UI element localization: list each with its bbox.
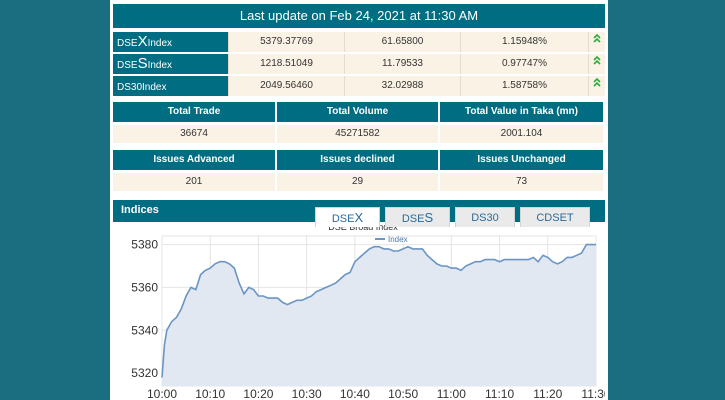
trade-stats: Total Trade Total Volume Total Value in … xyxy=(113,102,605,143)
y-tick-label: 5360 xyxy=(131,280,158,294)
tab-prefix: CDSET xyxy=(536,212,574,224)
issues-declined-header: Issues declined xyxy=(277,150,440,170)
index-prefix: DSE xyxy=(117,60,138,71)
index-name[interactable]: DSE X Index xyxy=(113,32,228,52)
index-prefix-big: X xyxy=(137,33,148,50)
index-value: 1218.51049 xyxy=(228,54,344,74)
x-tick-label: 10:50 xyxy=(388,387,418,400)
x-tick-label: 11:00 xyxy=(437,387,466,400)
index-name[interactable]: DSE S Index xyxy=(113,54,228,74)
index-percent: 0.97747% xyxy=(460,54,588,74)
issues-advanced-value: 201 xyxy=(113,173,277,191)
total-value-header: Total Value in Taka (mn) xyxy=(440,102,605,122)
index-percent: 1.58758% xyxy=(460,76,588,96)
total-trade-value: 36674 xyxy=(113,125,277,143)
total-volume-header: Total Volume xyxy=(277,102,440,122)
tab-prefix: DSE xyxy=(401,213,425,225)
index-suffix: Index xyxy=(147,60,173,71)
indices-chart-panel: Indices 5320 5340 5360 5380 10:00 10:10 10:20… xyxy=(113,200,611,400)
index-table: DSE X Index 5379.37769 61.65800 1.15948% … xyxy=(113,32,605,98)
index-prefix: DS30 xyxy=(117,82,143,93)
x-tick-label: 10:30 xyxy=(292,387,322,400)
x-tick-label: 10:20 xyxy=(243,387,273,400)
index-value: 5379.37769 xyxy=(228,32,344,52)
index-row-ds30[interactable]: DS30 Index 2049.56460 32.02988 1.58758% xyxy=(113,76,605,96)
x-tick-label: 10:00 xyxy=(147,387,177,400)
x-tick-label: 10:40 xyxy=(340,387,370,400)
tab-dses[interactable]: DSES xyxy=(385,207,450,227)
tab-cdset[interactable]: CDSET xyxy=(520,207,590,227)
index-change: 61.65800 xyxy=(344,32,460,52)
index-name[interactable]: DS30 Index xyxy=(113,76,228,96)
x-tick-label: 11:20 xyxy=(533,387,562,400)
index-row-dses[interactable]: DSE S Index 1218.51049 11.79533 0.97747% xyxy=(113,54,605,74)
double-chevron-up-icon xyxy=(588,76,605,96)
tab-prefix: DS30 xyxy=(471,212,499,224)
index-suffix: Index xyxy=(147,38,173,49)
y-tick-label: 5340 xyxy=(131,323,158,337)
series-line xyxy=(161,243,596,378)
last-update-header: Last update on Feb 24, 2021 at 11:30 AM xyxy=(113,4,605,28)
tab-dsex[interactable]: DSEX xyxy=(315,207,380,227)
legend-label: Index xyxy=(388,235,408,244)
chart-panel-title: Indices xyxy=(121,204,159,216)
tab-prefix-big: X xyxy=(354,210,364,225)
total-volume-value: 45271582 xyxy=(277,125,440,143)
y-axis-ticks: 5320 5340 5360 5380 xyxy=(131,238,158,381)
market-summary-panel: Last update on Feb 24, 2021 at 11:30 AM … xyxy=(110,0,611,400)
index-value: 2049.56460 xyxy=(228,76,344,96)
double-chevron-up-icon xyxy=(588,32,605,52)
issue-stats: Issues Advanced Issues declined Issues U… xyxy=(113,150,605,191)
chart-area: 5320 5340 5360 5380 10:00 10:10 10:20 10:30 10:… xyxy=(113,222,611,400)
series-area-fill xyxy=(162,244,596,386)
tab-ds30[interactable]: DS30 xyxy=(455,207,515,227)
x-tick-label: 10:10 xyxy=(195,387,225,400)
index-prefix-big: S xyxy=(137,55,148,72)
issues-unchanged-header: Issues Unchanged xyxy=(440,150,605,170)
double-chevron-up-icon xyxy=(588,54,605,74)
index-prefix: DSE xyxy=(117,38,138,49)
issues-declined-value: 29 xyxy=(277,173,440,191)
y-tick-label: 5380 xyxy=(131,238,158,252)
tab-prefix: DSE xyxy=(331,213,355,225)
x-tick-label: 11:30 xyxy=(581,387,605,400)
index-change: 32.02988 xyxy=(344,76,460,96)
total-value-value: 2001.104 xyxy=(440,125,605,143)
index-change: 11.79533 xyxy=(344,54,460,74)
index-suffix: Index xyxy=(142,82,167,93)
issues-unchanged-value: 73 xyxy=(440,173,605,191)
index-percent: 1.15948% xyxy=(460,32,588,52)
tab-prefix-big: S xyxy=(424,210,434,225)
total-trade-header: Total Trade xyxy=(113,102,277,122)
chart-title: DSE Broad Index xyxy=(328,222,398,232)
index-row-dsex[interactable]: DSE X Index 5379.37769 61.65800 1.15948% xyxy=(113,32,605,52)
x-axis-ticks: 10:00 10:10 10:20 10:30 10:40 10:50 11:00 11:10… xyxy=(147,387,611,400)
issues-advanced-header: Issues Advanced xyxy=(113,150,277,170)
y-tick-label: 5320 xyxy=(131,366,158,380)
x-tick-label: 11:10 xyxy=(485,387,514,400)
